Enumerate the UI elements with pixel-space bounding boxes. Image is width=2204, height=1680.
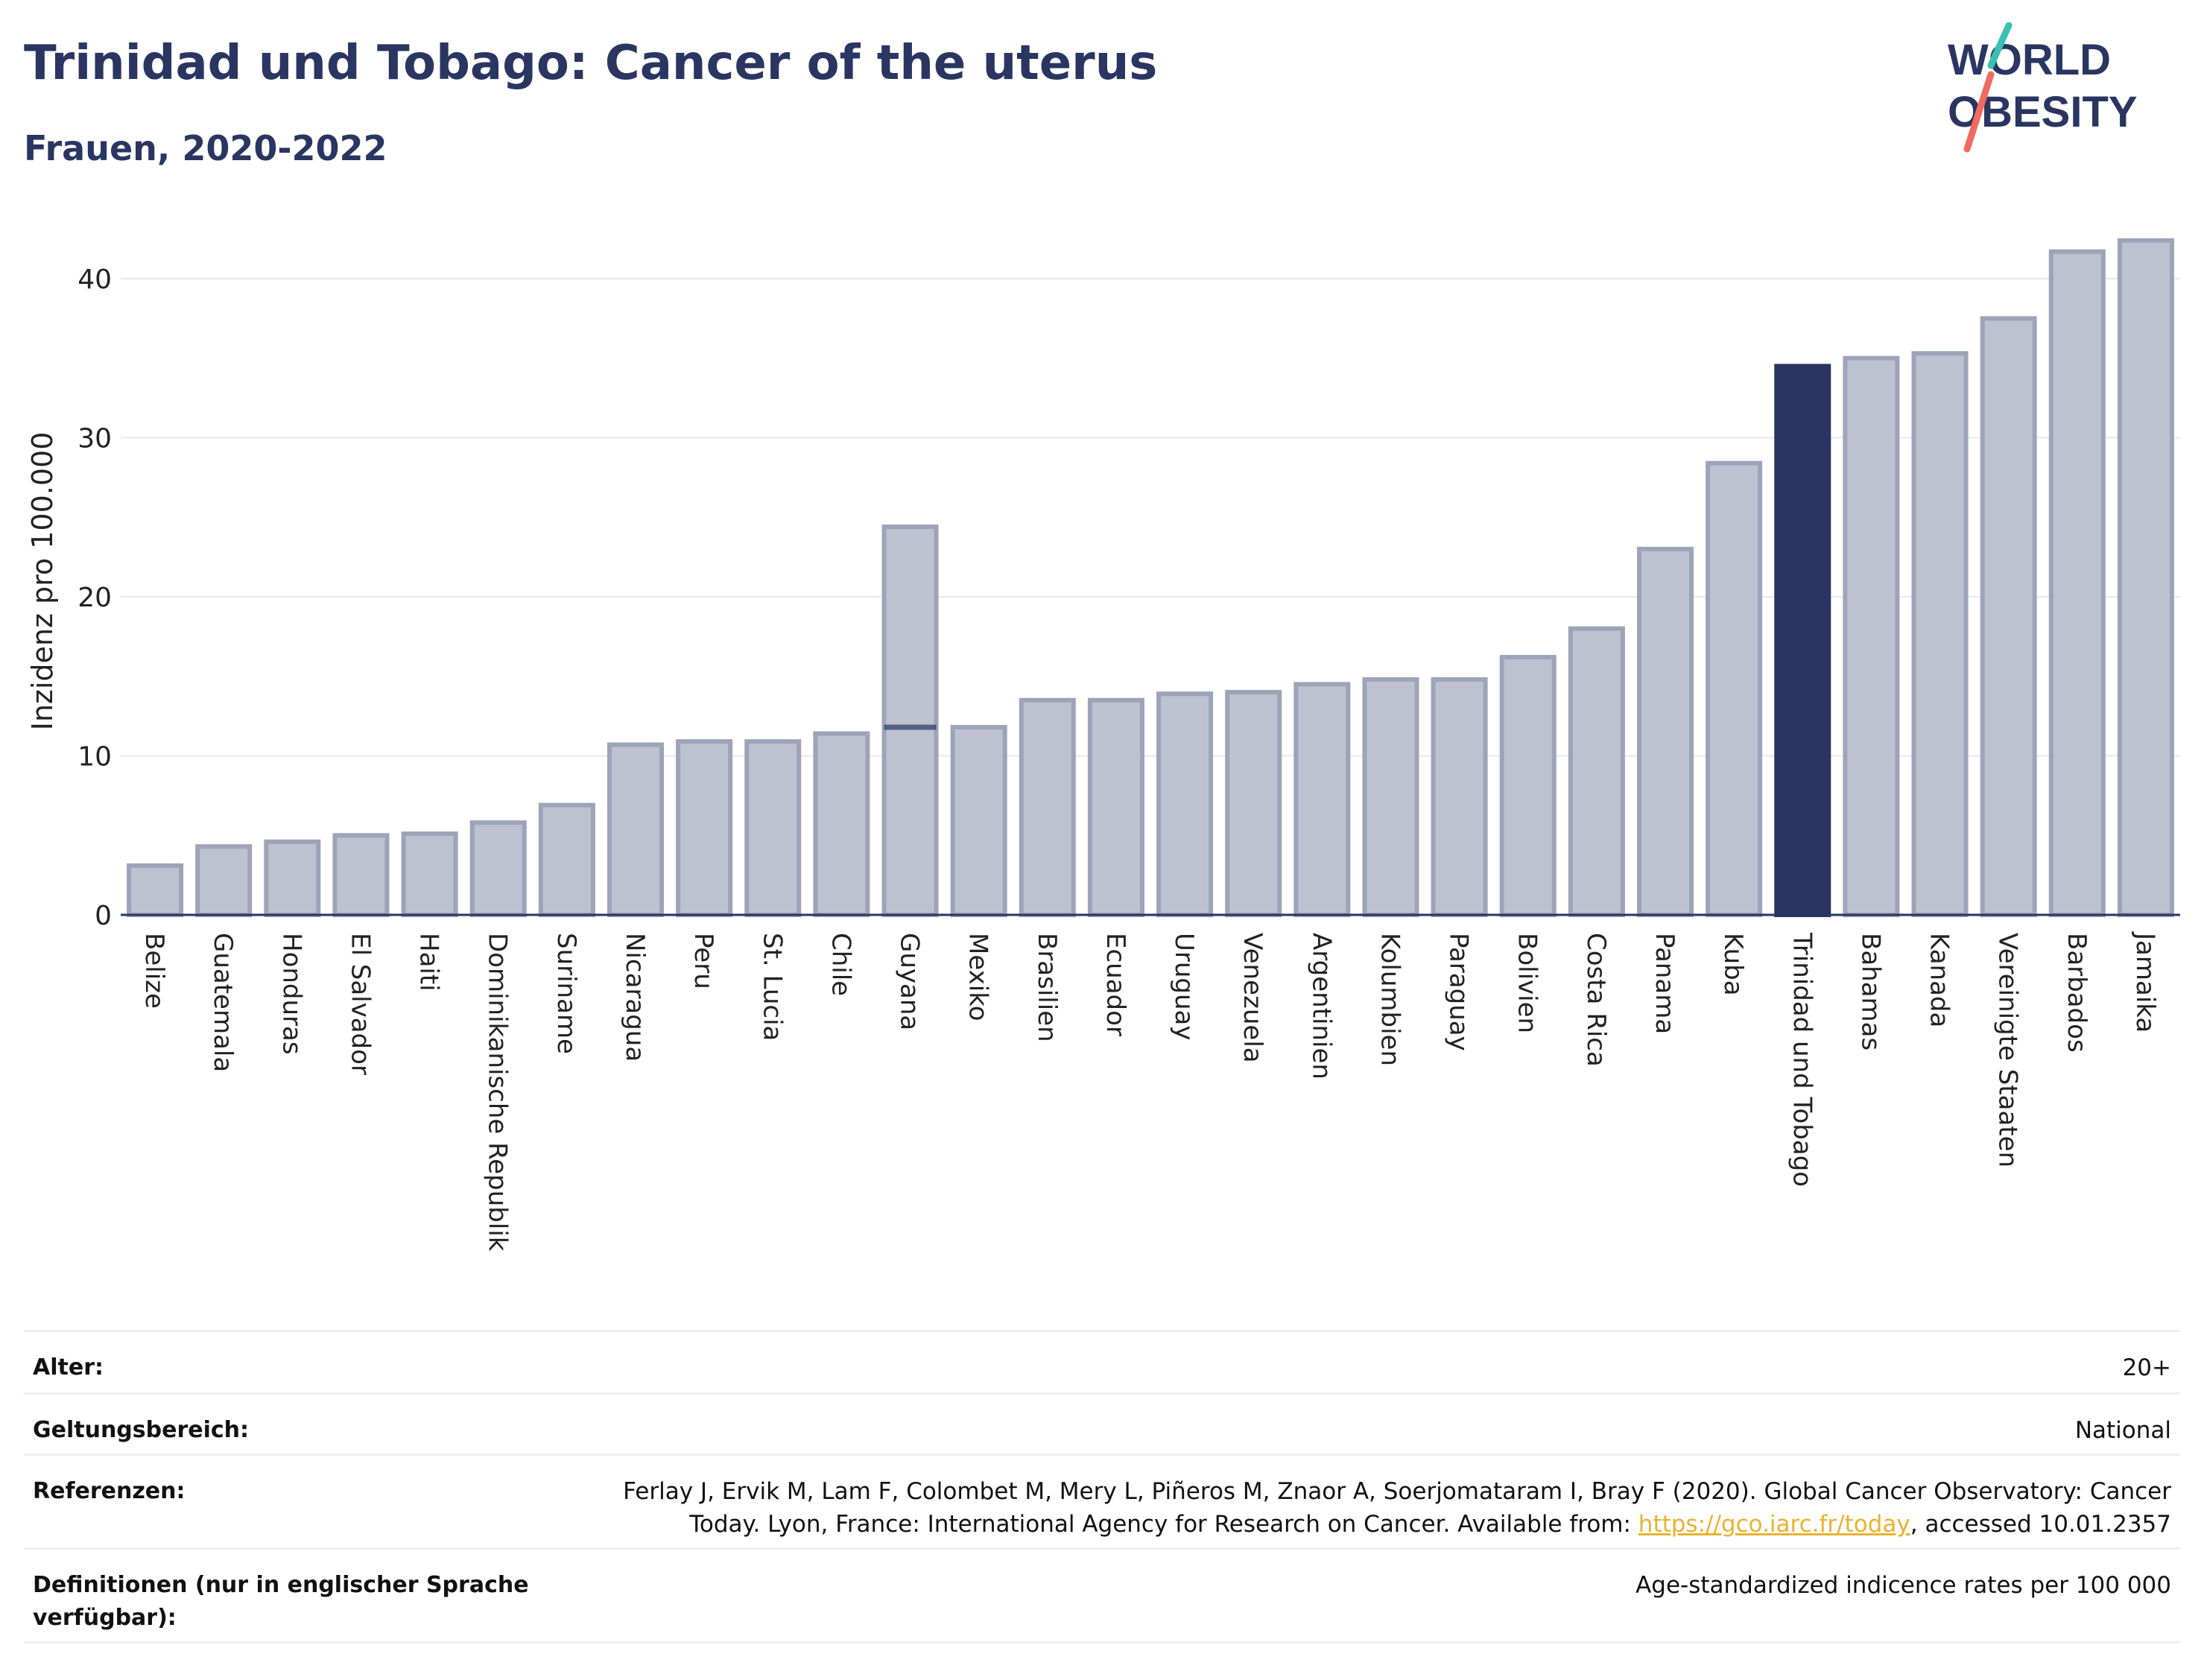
info-value: National [2074, 1417, 2171, 1444]
logo-slash-teal [1987, 22, 2013, 69]
bar [264, 839, 321, 918]
x-tick-label: Barbados [2062, 933, 2091, 1053]
bar-chart: 0 10 20 30 40 Inzidenz pro 100.000 Belize Gua… [26, 238, 2180, 1252]
x-tick-label: Uruguay [1169, 933, 1199, 1041]
info-label: Definitionen (nur in englischer Sprache … [33, 1572, 529, 1631]
info-label: Alter: [33, 1354, 104, 1381]
chart-subtitle: Frauen, 2020-2022 [24, 128, 387, 168]
bar [950, 725, 1007, 917]
x-tick-label: Costa Rica [1581, 933, 1611, 1067]
x-tick-label: Paraguay [1444, 933, 1474, 1051]
bar [195, 844, 253, 917]
bar [2048, 249, 2106, 917]
x-tick-label: Panama [1650, 933, 1679, 1034]
bar [1293, 682, 1351, 917]
bar [538, 802, 595, 918]
x-tick-label: Bahamas [1855, 933, 1885, 1050]
y-axis-ticks: 0 10 20 30 40 [77, 264, 112, 931]
x-tick-label: Dominikanische Republik [483, 933, 513, 1252]
bar [1843, 355, 1900, 917]
x-tick-label: Bolivien [1513, 933, 1542, 1033]
bar [1499, 655, 1557, 917]
bar [332, 833, 390, 917]
bar [1980, 316, 2037, 917]
x-tick-label: Nicaragua [620, 933, 650, 1062]
bar [1225, 690, 1282, 917]
reference-link[interactable]: https://gco.iarc.fr/today [1638, 1511, 1910, 1538]
x-tick-label: Jamaika [2130, 931, 2160, 1033]
info-table: Alter: 20+ Geltungsbereich: National Ref… [24, 1330, 2180, 1643]
info-value: Age-standardized indicence rates per 100… [1635, 1572, 2171, 1599]
bar [881, 524, 939, 917]
reference-text-end: , accessed 10.01.2357 [1910, 1511, 2171, 1538]
bar [1568, 626, 1625, 917]
bar [676, 739, 733, 917]
reference-text: Ferlay J, Ervik M, Lam F, Colombet M, Me… [623, 1478, 2171, 1538]
x-tick-label: Kuba [1718, 933, 1748, 996]
y-axis-label: Inzidenz pro 100.000 [26, 432, 59, 731]
bar [607, 742, 665, 917]
x-tick-label: Peru [688, 933, 718, 989]
x-tick-label: Suriname [551, 933, 581, 1054]
y-tick-label: 30 [77, 424, 112, 454]
chart-title: Trinidad und Tobago: Cancer of the uteru… [24, 36, 1158, 91]
bar [1431, 677, 1488, 918]
logo-line-1: WORLD [1948, 36, 2111, 84]
y-tick-label: 20 [77, 583, 112, 613]
x-tick-label: El Salvador [345, 933, 375, 1075]
x-tick-label: Chile [826, 933, 855, 996]
logo-slash-coral [1963, 71, 1995, 153]
x-axis-tick-labels: Belize Guatemala Honduras El Salvador Haiti D… [139, 931, 2160, 1252]
info-label: Referenzen: [33, 1478, 186, 1504]
bar [1019, 697, 1076, 918]
bar [813, 731, 870, 917]
y-tick-label: 10 [77, 742, 112, 773]
info-row-age: Alter: 20+ [24, 1332, 2180, 1395]
bar [744, 739, 802, 917]
bar [1362, 677, 1419, 918]
bar [1706, 460, 1763, 917]
bar [1636, 546, 1694, 917]
bar [127, 863, 184, 917]
info-row-references: Referenzen: Ferlay J, Ervik M, Lam F, Co… [24, 1456, 2180, 1550]
x-tick-label: Kanada [1925, 933, 1954, 1027]
bar [1911, 351, 1969, 918]
x-tick-label: Kolumbien [1375, 933, 1405, 1066]
x-tick-label: Haiti [414, 933, 444, 992]
x-tick-label: Argentinien [1306, 933, 1336, 1080]
x-tick-label: Mexiko [963, 933, 993, 1021]
bar [2117, 238, 2174, 917]
x-tick-label: Guyana [895, 933, 925, 1030]
x-tick-label: Vereinigte Staaten [1993, 933, 2023, 1167]
bar [1774, 364, 1831, 917]
world-obesity-logo: WORLD OBESITY [1948, 22, 2138, 153]
x-tick-label: St. Lucia [757, 933, 787, 1041]
info-row-definitions: Definitionen (nur in englischer Sprache … [24, 1550, 2180, 1643]
bar [1156, 691, 1214, 917]
y-tick-label: 40 [77, 264, 112, 295]
info-row-scope: Geltungsbereich: National [24, 1395, 2180, 1456]
x-tick-label: Venezuela [1238, 933, 1267, 1063]
info-label: Geltungsbereich: [33, 1417, 250, 1443]
bars [127, 238, 2174, 918]
gridlines [121, 278, 2180, 757]
bar [1087, 697, 1144, 918]
info-value: 20+ [2122, 1354, 2171, 1381]
x-tick-label: Brasilien [1032, 933, 1062, 1042]
x-tick-label: Guatemala [208, 933, 238, 1072]
bar [469, 820, 527, 918]
x-tick-label: Honduras [276, 933, 306, 1055]
x-tick-label: Belize [139, 933, 169, 1009]
x-tick-label: Trinidad und Tobago [1787, 932, 1817, 1187]
info-value: Ferlay J, Ervik M, Lam F, Colombet M, Me… [607, 1475, 2171, 1547]
y-tick-label: 0 [95, 901, 112, 931]
x-tick-label: Ecuador [1101, 933, 1130, 1036]
bar [401, 831, 458, 917]
